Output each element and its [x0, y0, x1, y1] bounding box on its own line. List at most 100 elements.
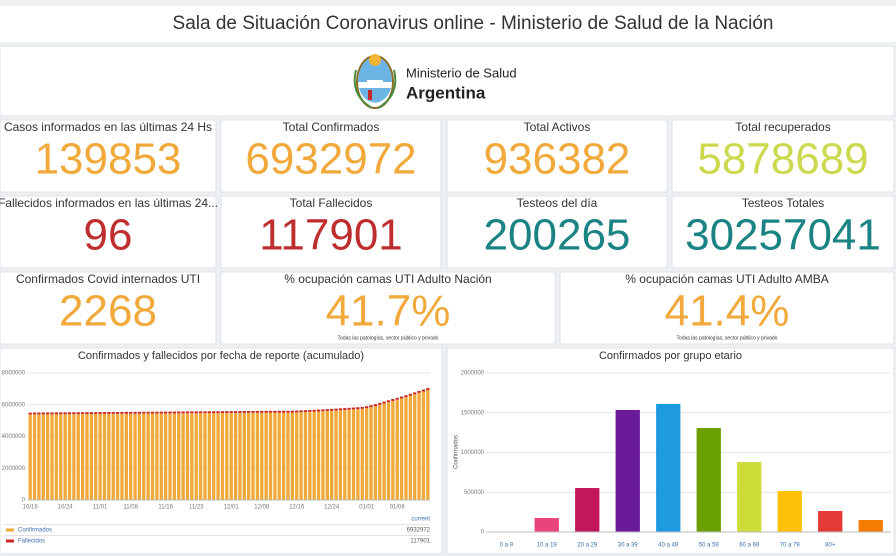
- bar: [330, 410, 334, 500]
- bar: [818, 511, 843, 532]
- card-label: Testeos del día: [517, 196, 598, 210]
- bar: [54, 412, 59, 415]
- bar: [50, 412, 54, 415]
- bar: [277, 410, 281, 413]
- bar: [316, 409, 321, 412]
- bar: [413, 394, 417, 500]
- bar: [163, 413, 168, 500]
- bar: [356, 407, 360, 410]
- bar: [408, 393, 412, 396]
- bar: [334, 410, 338, 500]
- card-label: Casos informados en las últimas 24 Hs: [4, 120, 212, 134]
- bar: [299, 412, 303, 500]
- bar: [351, 407, 356, 410]
- x-tick-label: 40 a 49: [658, 543, 679, 549]
- bar: [347, 409, 351, 500]
- bar: [413, 392, 417, 395]
- bar: [98, 413, 102, 500]
- bar: [395, 397, 399, 400]
- card: [0, 195, 217, 269]
- bar: [41, 414, 45, 500]
- y-axis-label: Confirmados: [454, 435, 460, 469]
- bar: [281, 412, 286, 500]
- bar: [89, 412, 94, 414]
- bar: [41, 412, 45, 415]
- bar: [28, 412, 32, 415]
- bar: [177, 413, 181, 500]
- card-value: 6932972: [245, 135, 416, 184]
- bar: [198, 411, 203, 414]
- bar: [94, 412, 98, 414]
- card: [446, 195, 668, 269]
- card-value: 5878689: [697, 135, 868, 184]
- y-tick-label: 2000000: [461, 371, 485, 377]
- bar: [417, 392, 421, 500]
- card-value: 2268: [59, 287, 157, 336]
- bar: [129, 411, 133, 414]
- bar: [63, 412, 67, 415]
- bar: [386, 400, 391, 403]
- bar: [382, 403, 386, 500]
- bar: [168, 411, 172, 414]
- bar: [247, 412, 251, 500]
- bar: [220, 413, 225, 500]
- x-tick-label: 01/08: [390, 505, 406, 511]
- x-tick-label: 20 a 29: [577, 543, 598, 549]
- bar: [251, 412, 255, 500]
- bar: [325, 409, 329, 411]
- bar: [399, 396, 404, 399]
- logo-panel: [0, 45, 895, 117]
- page-title: Sala de Situación Coronavirus online - M…: [173, 13, 774, 34]
- bar: [72, 412, 76, 415]
- bar: [343, 409, 347, 500]
- bar: [777, 490, 802, 532]
- bar: [404, 395, 408, 398]
- bar: [343, 408, 347, 410]
- bar: [233, 411, 238, 413]
- bar: [426, 389, 430, 500]
- bar: [207, 413, 211, 500]
- chart-title: Confirmados y fallecidos por fecha de re…: [78, 350, 364, 362]
- bar: [273, 410, 277, 413]
- bar: [129, 413, 133, 500]
- bar: [534, 518, 559, 532]
- bar: [115, 413, 120, 500]
- bar: [198, 413, 203, 500]
- y-tick-label: 1500000: [461, 410, 485, 416]
- bar: [146, 413, 150, 500]
- bar: [242, 411, 246, 413]
- bar: [696, 428, 721, 532]
- bar: [364, 408, 369, 500]
- bar: [321, 411, 325, 500]
- bar: [54, 414, 59, 500]
- bar: [102, 413, 107, 500]
- bar: [338, 410, 343, 500]
- card: [671, 119, 895, 193]
- bar: [137, 411, 142, 414]
- bar: [325, 410, 329, 500]
- bar: [80, 414, 85, 500]
- bar: [229, 411, 233, 413]
- bar: [321, 409, 325, 412]
- bar: [242, 412, 246, 500]
- bar: [59, 414, 63, 500]
- x-tick-label: 10 a 19: [537, 543, 558, 549]
- y-tick-label: 500000: [464, 490, 485, 496]
- bar: [330, 408, 334, 411]
- bar: [378, 404, 382, 500]
- bar: [107, 413, 111, 500]
- legend-swatch: [6, 539, 14, 543]
- bar: [80, 412, 85, 415]
- bar: [159, 413, 163, 500]
- bar: [220, 411, 225, 414]
- bar: [229, 412, 233, 500]
- bar: [63, 414, 67, 500]
- x-tick-label: 12/16: [289, 505, 305, 511]
- bar: [46, 414, 50, 500]
- bar: [216, 411, 220, 414]
- y-tick-label: 2000000: [2, 466, 26, 472]
- bar: [28, 414, 32, 500]
- bar: [111, 411, 115, 414]
